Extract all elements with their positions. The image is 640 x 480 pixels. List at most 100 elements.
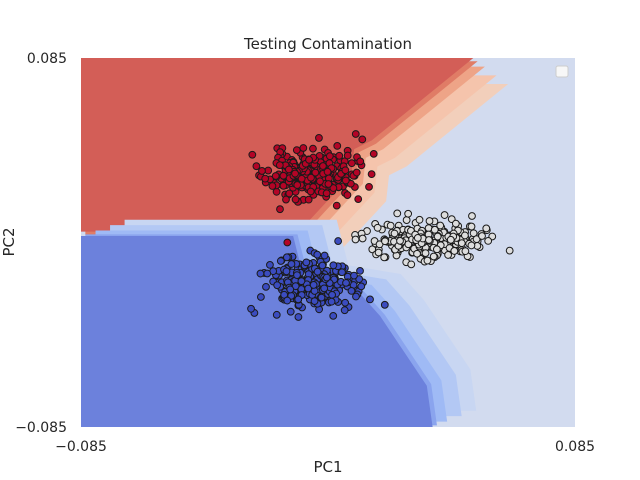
scatter-point-series-2 xyxy=(433,232,442,241)
x-tick-label-min: −0.085 xyxy=(55,439,107,455)
scatter-point-series-1 xyxy=(352,292,360,301)
scatter-point-series-0 xyxy=(261,174,270,183)
scatter-points xyxy=(247,130,514,321)
scatter-point-series-2 xyxy=(393,209,402,218)
scatter-point-series-0 xyxy=(315,134,323,142)
scatter-point-series-0 xyxy=(291,169,299,178)
scatter-point-series-0 xyxy=(305,155,313,164)
y-axis-label: PC2 xyxy=(0,227,18,256)
scatter-point-series-2 xyxy=(374,248,383,257)
scatter-point-series-1 xyxy=(356,267,364,275)
scatter-point-series-2 xyxy=(396,236,404,245)
scatter-point-series-2 xyxy=(425,236,433,244)
scatter-point-outlier xyxy=(283,238,292,247)
scatter-point-series-2 xyxy=(440,211,449,219)
scatter-point-series-2 xyxy=(407,260,416,269)
scatter-point-series-1 xyxy=(286,307,295,316)
y-tick-label-min: −0.085 xyxy=(15,420,67,436)
scatter-point-series-0 xyxy=(258,167,266,175)
scatter-point-series-1 xyxy=(338,268,346,277)
scatter-point-outlier xyxy=(478,232,486,240)
y-tick-label-max: 0.085 xyxy=(27,51,67,67)
scatter-point-series-1 xyxy=(276,257,285,265)
scatter-point-series-1 xyxy=(320,284,329,293)
scatter-point-outlier xyxy=(451,219,460,228)
scatter-point-series-0 xyxy=(322,189,331,198)
scatter-point-series-0 xyxy=(352,168,361,177)
scatter-point-series-1 xyxy=(256,269,265,278)
scatter-point-series-1 xyxy=(342,278,350,287)
scatter-point-series-0 xyxy=(304,195,313,204)
scatter-point-series-0 xyxy=(282,195,290,204)
scatter-point-series-0 xyxy=(369,149,378,158)
scatter-point-series-2 xyxy=(351,235,360,244)
scatter-point-series-2 xyxy=(415,215,424,224)
scatter-point-series-0 xyxy=(248,150,257,159)
scatter-point-series-1 xyxy=(340,306,349,315)
scatter-point-series-1 xyxy=(347,286,356,295)
scatter-point-series-0 xyxy=(297,174,306,183)
scatter-point-series-1 xyxy=(320,251,329,260)
scatter-point-series-0 xyxy=(343,151,352,160)
scatter-point-series-1 xyxy=(257,293,265,301)
legend-box xyxy=(555,65,569,78)
scatter-point-series-0 xyxy=(271,172,280,180)
scatter-point-series-2 xyxy=(446,235,455,244)
scatter-point-series-0 xyxy=(332,201,341,210)
scatter-point-series-2 xyxy=(413,249,421,258)
scatter-point-series-1 xyxy=(334,237,343,245)
scatter-point-series-0 xyxy=(347,159,356,168)
scatter-point-series-1 xyxy=(302,258,311,267)
scatter-point-series-0 xyxy=(306,187,315,196)
scatter-point-series-2 xyxy=(380,253,389,262)
scatter-point-series-0 xyxy=(285,189,294,198)
scatter-point-series-2 xyxy=(425,217,434,225)
scatter-point-series-0 xyxy=(341,166,350,175)
scatter-point-series-0 xyxy=(275,161,284,170)
scatter-point-series-1 xyxy=(293,271,301,279)
scatter-point-series-0 xyxy=(279,171,288,180)
scatter-point-series-0 xyxy=(252,162,261,171)
scatter-point-series-0 xyxy=(356,157,365,166)
scatter-point-series-0 xyxy=(268,182,277,190)
scatter-point-series-1 xyxy=(266,260,274,269)
bottom-region-core xyxy=(81,235,433,427)
scatter-point-series-0 xyxy=(319,162,327,170)
scatter-point-series-2 xyxy=(386,221,395,230)
scatter-point-series-0 xyxy=(299,144,308,152)
scatter-point-series-2 xyxy=(358,234,367,243)
scatter-point-series-1 xyxy=(286,285,295,294)
scatter-point-series-1 xyxy=(327,297,336,306)
scatter-point-series-0 xyxy=(307,173,315,182)
scatter-point-series-2 xyxy=(390,229,399,238)
scatter-point-series-1 xyxy=(273,281,282,290)
scatter-point-series-1 xyxy=(263,269,272,278)
scatter-point-series-1 xyxy=(282,267,291,276)
scatter-point-series-0 xyxy=(335,151,344,160)
scatter-point-series-1 xyxy=(262,282,270,291)
scatter-point-series-2 xyxy=(381,237,389,246)
scatter-point-series-2 xyxy=(461,247,470,256)
scatter-point-series-0 xyxy=(291,195,300,204)
scatter-point-series-0 xyxy=(292,146,301,155)
scatter-point-series-2 xyxy=(430,225,439,234)
scatter-point-series-2 xyxy=(404,209,413,218)
scatter-point-series-1 xyxy=(341,298,350,307)
scatter-point-series-1 xyxy=(328,290,336,299)
scatter-point-series-2 xyxy=(467,222,476,231)
scatter-point-series-0 xyxy=(365,182,373,191)
scatter-point-series-1 xyxy=(297,277,306,286)
scatter-point-series-0 xyxy=(325,152,334,161)
scatter-point-series-2 xyxy=(484,236,493,245)
scatter-point-series-0 xyxy=(311,168,320,177)
scatter-point-series-0 xyxy=(358,135,367,144)
scatter-point-series-2 xyxy=(467,241,476,250)
scatter-point-series-2 xyxy=(423,256,432,265)
scatter-point-series-2 xyxy=(457,239,466,248)
scatter-point-series-0 xyxy=(343,191,352,199)
scatter-point-series-0 xyxy=(341,176,350,185)
scatter-point-series-0 xyxy=(309,144,317,153)
scatter-point-series-1 xyxy=(313,250,322,259)
scatter-point-series-0 xyxy=(324,180,333,188)
